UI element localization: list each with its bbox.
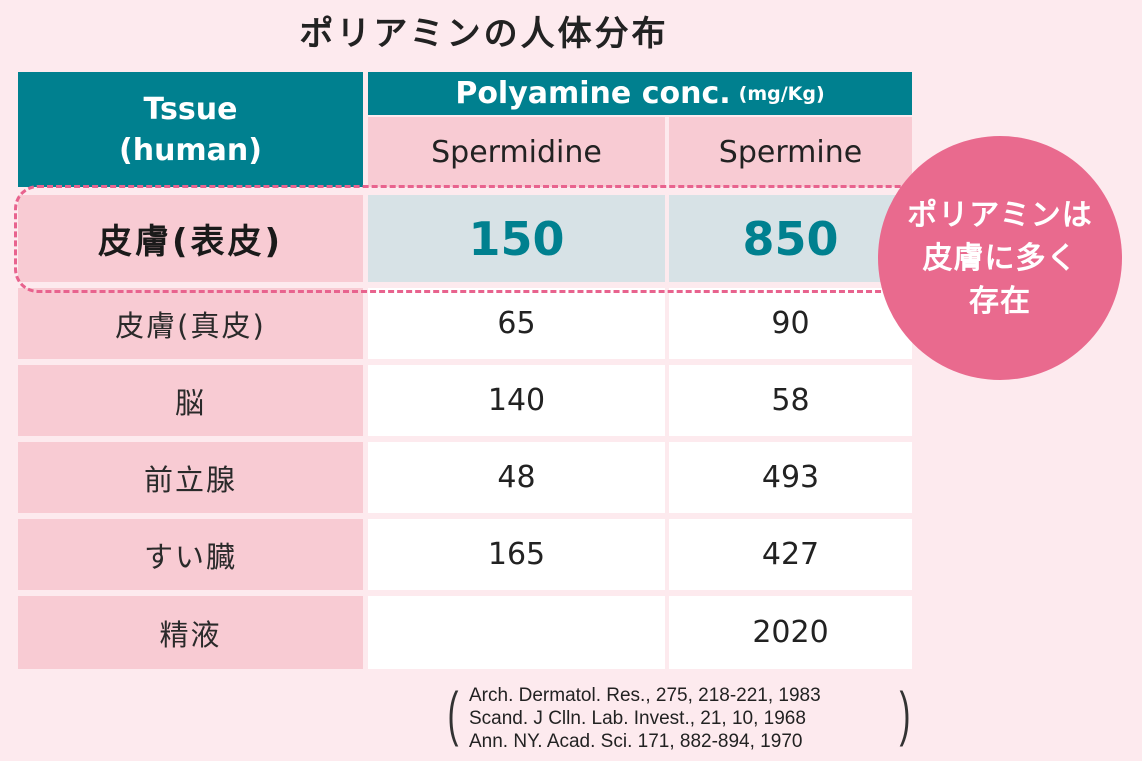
left-paren-icon: ( xyxy=(447,680,459,747)
header-spermine: Spermine xyxy=(669,117,912,187)
header-conc-label: Polyamine conc. xyxy=(455,76,731,111)
callout-badge: ポリアミンは 皮膚に多く 存在 xyxy=(878,136,1122,380)
table-row-label: 前立腺 xyxy=(18,442,363,513)
table-cell-spermine: 58 xyxy=(669,365,912,436)
table-cell-spermine: 850 xyxy=(669,195,912,282)
table-cell-spermine: 90 xyxy=(669,288,912,359)
table-row-label: 皮膚(真皮) xyxy=(18,288,363,359)
table-row-label: すい臓 xyxy=(18,519,363,590)
table-cell-spermine: 493 xyxy=(669,442,912,513)
table-row-label: 精液 xyxy=(18,596,363,669)
table-cell-spermidine: 140 xyxy=(368,365,665,436)
table-cell-spermidine: 150 xyxy=(368,195,665,282)
table-cell-spermidine: 48 xyxy=(368,442,665,513)
header-polyamine-conc: Polyamine conc. (mg/Kg) xyxy=(368,72,912,115)
callout-line: 皮膚に多く xyxy=(922,240,1078,276)
header-tissue: Tssue (human) xyxy=(18,72,363,187)
reference-line: Arch. Dermatol. Res., 275, 218-221, 1983 xyxy=(469,685,821,706)
table-cell-spermine: 427 xyxy=(669,519,912,590)
table-cell-spermidine xyxy=(368,596,665,669)
table-row-label: 脳 xyxy=(18,365,363,436)
highlight-outline xyxy=(14,185,954,293)
header-conc-unit: (mg/Kg) xyxy=(738,82,825,105)
header-tissue-line1: Tssue xyxy=(143,91,238,127)
right-paren-icon: ) xyxy=(899,680,911,747)
table-row-label: 皮膚(表皮) xyxy=(18,195,363,282)
table-cell-spermidine: 165 xyxy=(368,519,665,590)
page-title: ポリアミンの人体分布 xyxy=(299,14,669,54)
table-cell-spermine: 2020 xyxy=(669,596,912,669)
header-spermidine: Spermidine xyxy=(368,117,665,187)
callout-line: 存在 xyxy=(969,283,1031,319)
header-tissue-line2: (human) xyxy=(119,132,262,168)
table-cell-spermidine: 65 xyxy=(368,288,665,359)
references: ( Arch. Dermatol. Res., 275, 218-221, 19… xyxy=(447,680,921,754)
callout-line: ポリアミンは xyxy=(907,197,1093,233)
reference-line: Scand. J Clln. Lab. Invest., 21, 10, 196… xyxy=(469,708,806,729)
reference-line: Ann. NY. Acad. Sci. 171, 882-894, 1970 xyxy=(469,731,803,752)
